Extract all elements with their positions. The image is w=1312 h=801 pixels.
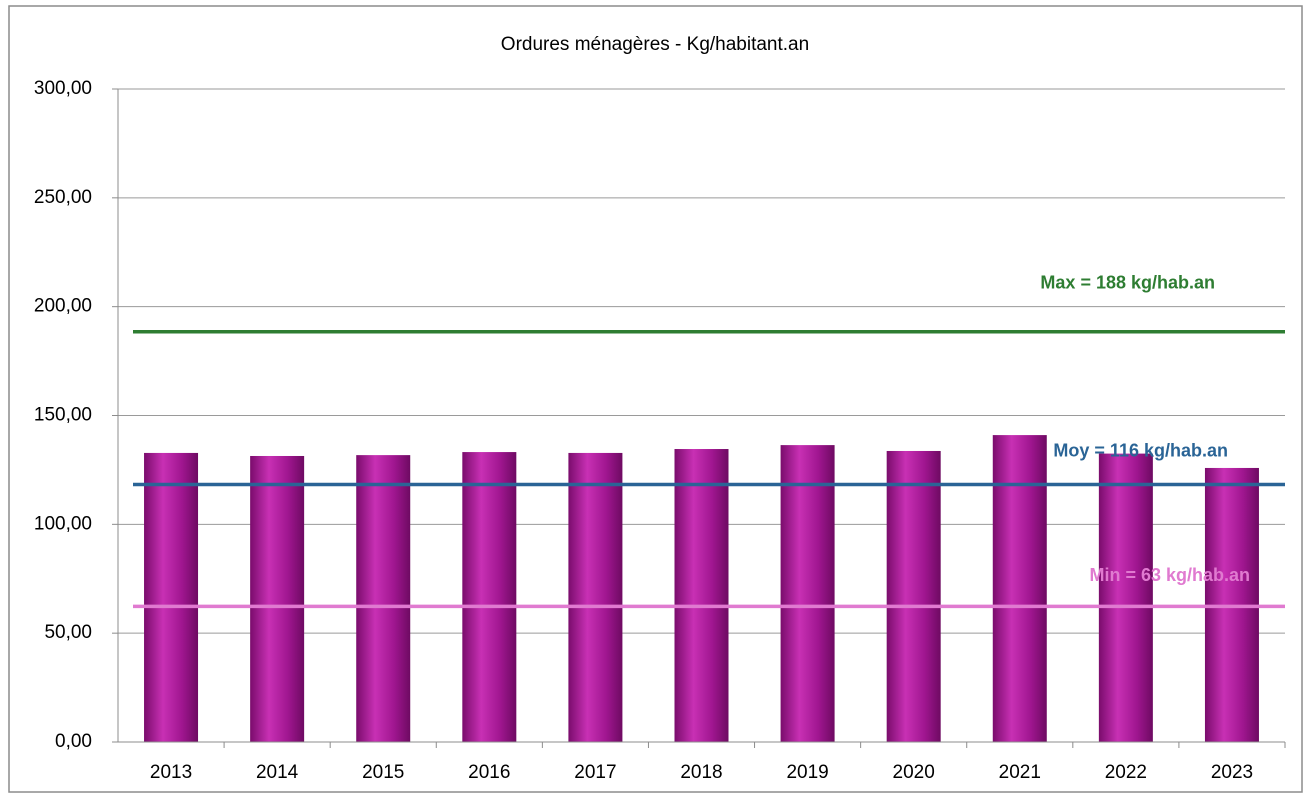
x-tick-label: 2022 (1105, 762, 1147, 783)
x-tick-label: 2014 (256, 762, 299, 783)
reference-label: Moy = 116 kg/hab.an (1053, 440, 1228, 460)
y-tick-label: 150,00 (34, 405, 92, 426)
y-tick-label: 200,00 (34, 296, 92, 317)
bar (568, 452, 623, 742)
bar (356, 455, 411, 742)
y-tick-label: 50,00 (44, 622, 92, 643)
bar (674, 449, 729, 742)
reference-label: Min = 63 kg/hab.an (1089, 565, 1250, 585)
x-tick-label: 2023 (1211, 762, 1253, 783)
bar (250, 455, 305, 742)
x-tick-label: 2020 (893, 762, 935, 783)
x-tick-label: 2013 (150, 762, 192, 783)
x-tick-label: 2017 (574, 762, 616, 783)
chart-frame (8, 5, 1303, 793)
x-tick-label: 2021 (999, 762, 1041, 783)
bar (1098, 453, 1153, 742)
x-tick-label: 2015 (362, 762, 404, 783)
y-tick-label: 0,00 (55, 731, 92, 752)
bar (780, 445, 835, 742)
bar (144, 452, 199, 742)
reference-label: Max = 188 kg/hab.an (1040, 272, 1215, 292)
y-tick-label: 100,00 (34, 513, 92, 534)
x-tick-label: 2019 (786, 762, 828, 783)
bar (992, 435, 1047, 742)
chart-title: Ordures ménagères - Kg/habitant.an (501, 34, 809, 55)
y-tick-label: 300,00 (34, 78, 92, 99)
bar (886, 450, 941, 742)
y-tick-label: 250,00 (34, 187, 92, 208)
x-tick-label: 2018 (680, 762, 722, 783)
x-tick-label: 2016 (468, 762, 510, 783)
bar (462, 452, 517, 742)
